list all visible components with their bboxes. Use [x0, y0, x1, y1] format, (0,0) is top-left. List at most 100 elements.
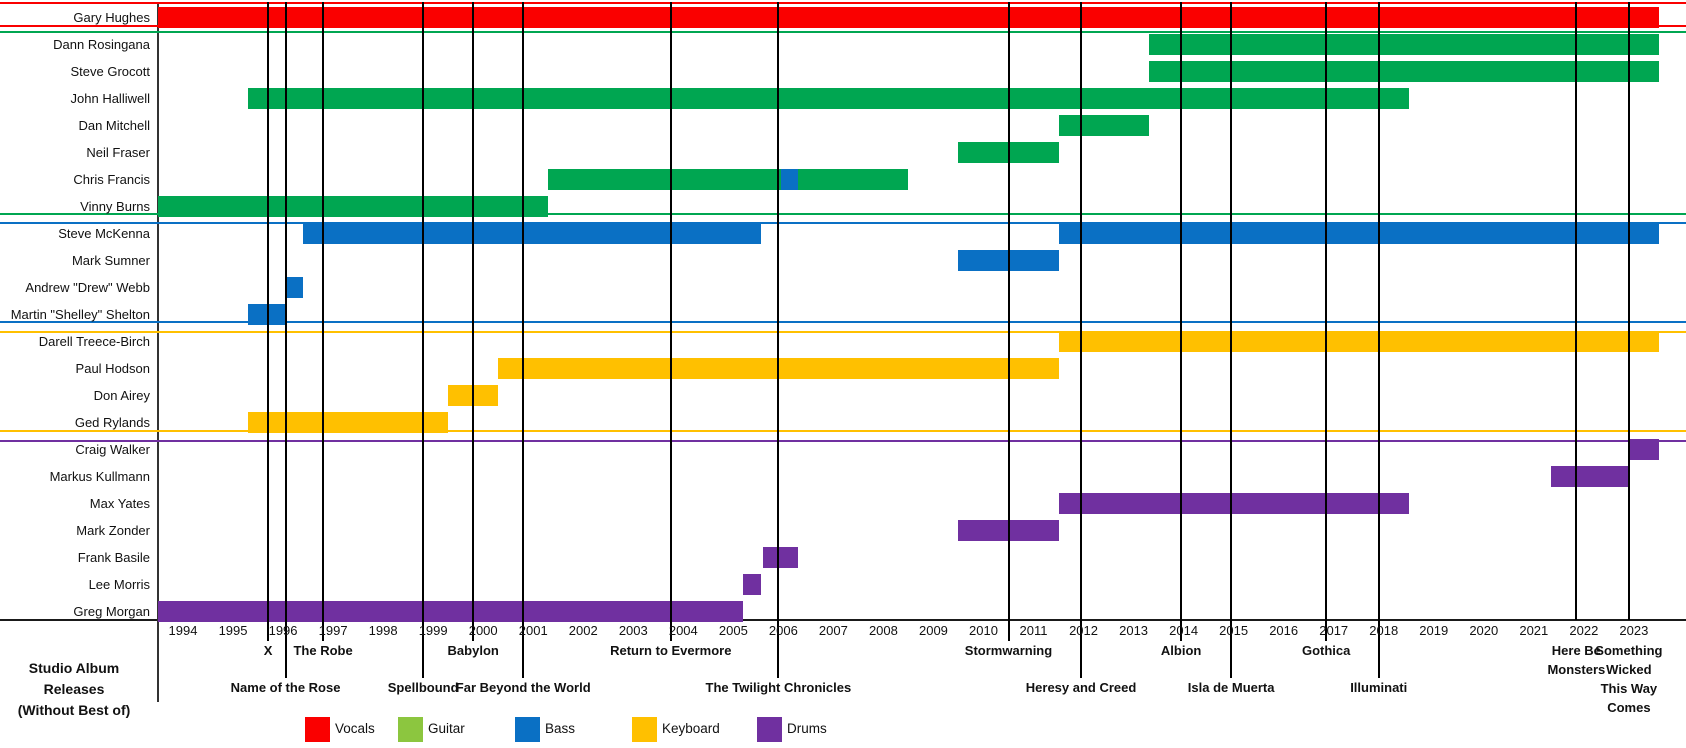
- release-line-spellbound: [422, 2, 425, 620]
- album-label-gothica: Gothica: [1301, 643, 1351, 658]
- member-label-frank-basile: Frank Basile: [77, 550, 150, 565]
- year-label-2017: 2017: [1319, 623, 1349, 638]
- release-tick-illuminati: [1377, 620, 1380, 678]
- release-line-the-robe: [322, 2, 325, 620]
- year-label-2005: 2005: [718, 623, 748, 638]
- member-label-neil-fraser: Neil Fraser: [86, 145, 150, 160]
- release-tick-the-twilight-chronicles: [777, 620, 780, 678]
- year-label-2022: 2022: [1569, 623, 1599, 638]
- year-label-1999: 1999: [418, 623, 448, 638]
- legend-swatch-keyboard: [632, 717, 657, 742]
- album-label-illuminati: Illuminati: [1350, 680, 1408, 695]
- bar-andrew-drew-webb-0: [285, 277, 304, 298]
- bar-greg-morgan-0: [158, 601, 744, 622]
- member-label-greg-morgan: Greg Morgan: [73, 604, 150, 619]
- member-label-lee-morris: Lee Morris: [88, 577, 150, 592]
- section-band-guitar: [0, 31, 1686, 215]
- legend-swatch-drums: [757, 717, 782, 742]
- release-line-something-wicked-this-way-comes: [1627, 2, 1630, 620]
- section-band-keyboard: [0, 331, 1686, 432]
- member-label-max-yates: Max Yates: [89, 496, 150, 511]
- member-label-vinny-burns: Vinny Burns: [80, 199, 150, 214]
- bar-chris-francis-0: [548, 169, 781, 190]
- chart-title: Studio Album Releases (Without Best of): [0, 658, 148, 721]
- member-label-mark-zonder: Mark Zonder: [76, 523, 150, 538]
- year-label-2021: 2021: [1519, 623, 1549, 638]
- year-label-2007: 2007: [818, 623, 848, 638]
- year-label-1994: 1994: [168, 623, 198, 638]
- legend-swatch-bass: [515, 717, 540, 742]
- bar-martin-shelley-shelton-0: [248, 304, 286, 325]
- release-tick-isla-de-muerta: [1230, 620, 1233, 678]
- bar-ged-rylands-0: [248, 412, 449, 433]
- member-label-ged-rylands: Ged Rylands: [74, 415, 150, 430]
- member-label-darell-treece-birch: Darell Treece-Birch: [38, 334, 150, 349]
- album-label-far-beyond-the-world: Far Beyond the World: [455, 680, 591, 695]
- album-label-return-to-evermore: Return to Evermore: [610, 643, 732, 658]
- release-tick-x: [267, 620, 270, 641]
- bar-markus-kullmann-0: [1551, 466, 1629, 487]
- release-line-albion: [1180, 2, 1183, 620]
- section-band-bass: [0, 222, 1686, 323]
- release-line-illuminati: [1377, 2, 1380, 620]
- bar-vinny-burns-0: [158, 196, 549, 217]
- legend-label-bass: Bass: [545, 721, 576, 736]
- year-label-2000: 2000: [468, 623, 498, 638]
- legend-label-drums: Drums: [787, 721, 827, 736]
- year-label-2003: 2003: [618, 623, 648, 638]
- album-label-the-robe: The Robe: [293, 643, 353, 658]
- year-label-1997: 1997: [318, 623, 348, 638]
- year-label-2011: 2011: [1019, 623, 1048, 638]
- bar-frank-basile-0: [763, 547, 799, 568]
- member-label-dan-mitchell: Dan Mitchell: [78, 118, 150, 133]
- album-label-here-be-monsters: Here Be Monsters: [1547, 643, 1606, 677]
- member-label-gary-hughes: Gary Hughes: [73, 10, 150, 25]
- member-label-don-airey: Don Airey: [93, 388, 150, 403]
- bar-craig-walker-0: [1628, 439, 1659, 460]
- bar-steve-mckenna-0: [303, 223, 761, 244]
- album-label-babylon: Babylon: [447, 643, 499, 658]
- legend-swatch-guitar: [398, 717, 423, 742]
- member-label-markus-kullmann: Markus Kullmann: [49, 469, 150, 484]
- release-line-heresy-and-creed: [1080, 2, 1083, 620]
- release-tick-name-of-the-rose: [284, 620, 287, 678]
- year-label-1995: 1995: [218, 623, 248, 638]
- release-line-the-twilight-chronicles: [777, 2, 780, 620]
- release-tick-far-beyond-the-world: [522, 620, 525, 678]
- legend-label-guitar: Guitar: [428, 721, 465, 736]
- member-label-craig-walker: Craig Walker: [75, 442, 150, 457]
- member-label-andrew-drew-webb: Andrew "Drew" Webb: [25, 280, 150, 295]
- release-tick-the-robe: [322, 620, 325, 641]
- y-axis-line: [157, 2, 159, 702]
- album-label-stormwarning: Stormwarning: [964, 643, 1053, 658]
- legend-swatch-vocals: [305, 717, 330, 742]
- bar-steve-grocott-0: [1148, 61, 1659, 82]
- year-label-2001: 2001: [518, 623, 548, 638]
- member-label-paul-hodson: Paul Hodson: [75, 361, 150, 376]
- chart-title-line1: Studio Album Releases: [28, 660, 120, 697]
- member-label-john-halliwell: John Halliwell: [70, 91, 150, 106]
- release-line-stormwarning: [1007, 2, 1010, 620]
- year-label-2008: 2008: [868, 623, 898, 638]
- release-line-here-be-monsters: [1575, 2, 1578, 620]
- bar-chris-francis-2: [798, 169, 909, 190]
- bar-darell-treece-birch-0: [1058, 331, 1659, 352]
- bar-max-yates-0: [1058, 493, 1409, 514]
- year-label-1996: 1996: [268, 623, 298, 638]
- release-tick-return-to-evermore: [669, 620, 672, 641]
- year-label-2006: 2006: [768, 623, 798, 638]
- year-label-2014: 2014: [1169, 623, 1199, 638]
- album-label-x: X: [263, 643, 273, 658]
- release-line-x: [267, 2, 270, 620]
- bar-lee-morris-0: [743, 574, 761, 595]
- album-label-heresy-and-creed: Heresy and Creed: [1025, 680, 1137, 695]
- member-label-martin-shelley-shelton: Martin "Shelley" Shelton: [10, 307, 150, 322]
- year-label-2002: 2002: [568, 623, 598, 638]
- release-tick-babylon: [472, 620, 475, 641]
- year-label-2004: 2004: [668, 623, 698, 638]
- member-label-mark-sumner: Mark Sumner: [71, 253, 150, 268]
- release-tick-spellbound: [422, 620, 425, 678]
- bar-chris-francis-1: [780, 169, 799, 190]
- release-tick-gothica: [1325, 620, 1328, 641]
